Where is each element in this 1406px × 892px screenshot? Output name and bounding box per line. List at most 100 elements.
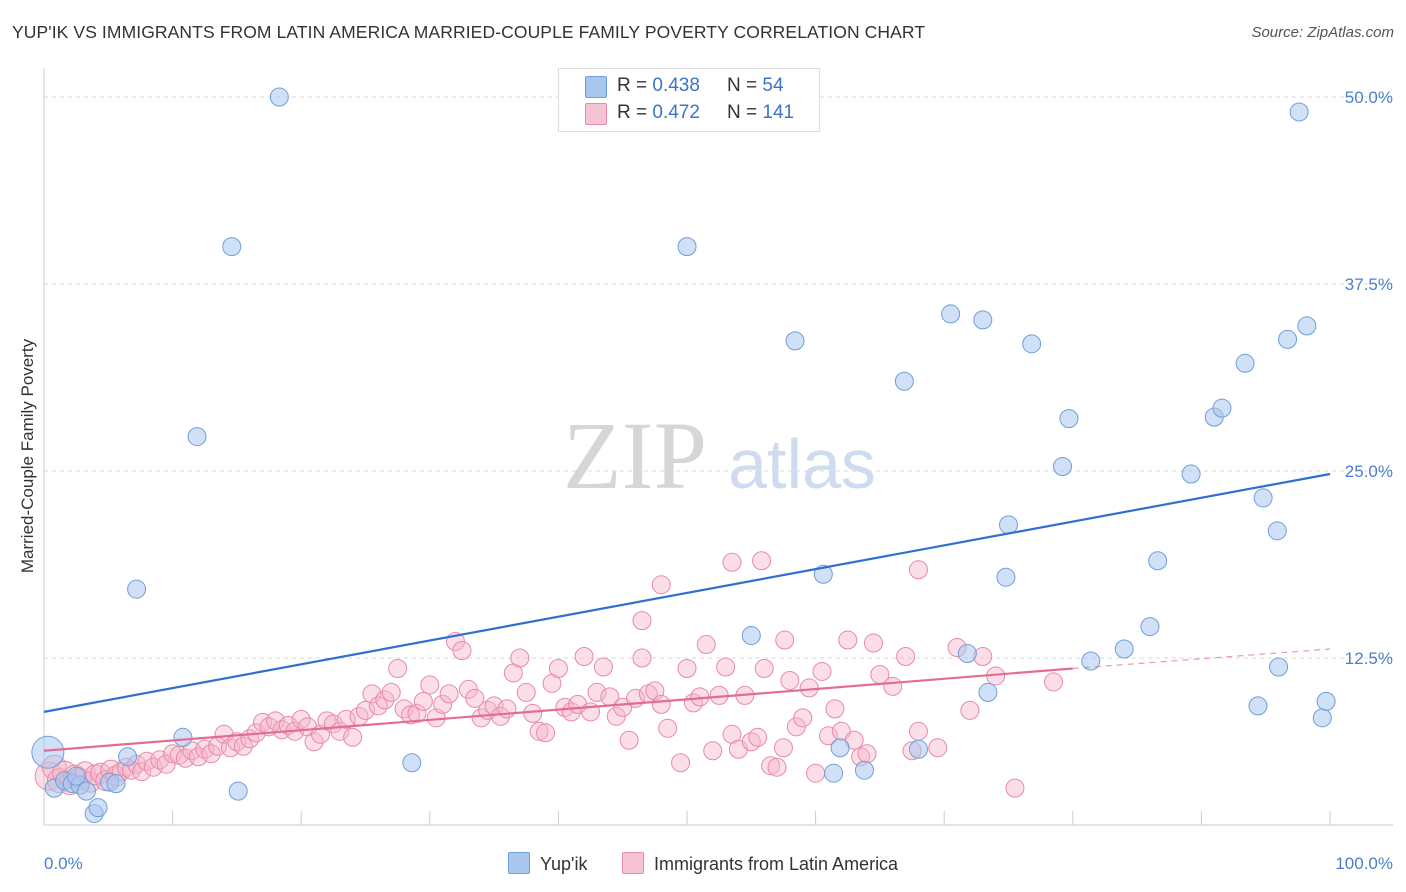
data-point-immigrants (619, 730, 639, 750)
series-yupik-points (31, 87, 1336, 824)
data-point-yupik (66, 766, 86, 786)
data-point-yupik (1081, 651, 1101, 671)
trend-line-immigrants (43, 667, 1073, 752)
data-point-immigrants (291, 709, 311, 729)
legend-swatch-immigrants (622, 852, 644, 874)
data-point-immigrants (775, 630, 795, 650)
data-point-yupik (973, 310, 993, 330)
data-point-immigrants (452, 641, 472, 661)
legend-item-yupik: Yup'ik (508, 852, 587, 875)
data-point-yupik (894, 371, 914, 391)
data-point-immigrants (233, 736, 253, 756)
data-point-immigrants (413, 691, 433, 711)
data-point-yupik (1278, 329, 1298, 349)
y-tick-label: 25.0% (1345, 462, 1393, 481)
data-point-immigrants (812, 661, 832, 681)
data-point-yupik (173, 727, 193, 747)
data-point-immigrants (465, 688, 485, 708)
data-point-yupik (187, 427, 207, 447)
data-point-yupik (1140, 617, 1160, 637)
data-point-yupik (1148, 551, 1168, 571)
data-point-immigrants (132, 762, 152, 782)
data-point-yupik (1053, 457, 1073, 477)
watermark-atlas: atlas (728, 425, 876, 503)
y-tick-label: 12.5% (1345, 649, 1393, 668)
data-point-immigrants (587, 682, 607, 702)
data-point-immigrants (574, 647, 594, 667)
data-point-yupik (1022, 334, 1042, 354)
data-point-yupik (1312, 708, 1332, 728)
data-point-yupik (1267, 521, 1287, 541)
data-point-yupik (999, 515, 1018, 535)
data-point-immigrants (201, 744, 221, 764)
data-point-immigrants (388, 658, 408, 678)
data-point-immigrants (516, 682, 536, 702)
data-point-yupik (978, 682, 998, 702)
data-point-immigrants (703, 741, 723, 761)
data-point-immigrants (857, 744, 877, 764)
data-point-immigrants (651, 694, 671, 714)
watermark-zip: ZIP (563, 402, 707, 509)
data-point-immigrants (716, 657, 736, 677)
data-point-immigrants (632, 611, 652, 631)
data-point-yupik (941, 304, 961, 324)
data-point-yupik (1253, 488, 1273, 508)
data-point-yupik (106, 774, 126, 794)
data-point-immigrants (356, 700, 375, 720)
n-stat: N = 54 (727, 75, 784, 96)
trend-line-immigrants-extension (1072, 648, 1331, 670)
data-point-immigrants (510, 648, 530, 668)
data-point-immigrants (754, 658, 774, 678)
data-point-yupik (1289, 102, 1309, 122)
source-label: Source: ZipAtlas.com (1251, 24, 1394, 41)
data-point-yupik (677, 237, 697, 257)
data-point-yupik (813, 564, 833, 584)
chart-title: YUP'IK VS IMMIGRANTS FROM LATIN AMERICA … (12, 22, 926, 42)
data-point-yupik (1114, 639, 1134, 659)
data-point-yupik (1181, 464, 1201, 484)
data-point-yupik (785, 331, 805, 351)
grid-lines (44, 96, 1393, 659)
data-point-immigrants (188, 747, 208, 767)
data-point-immigrants (773, 738, 793, 758)
tick-labels: 12.5% 25.0% 37.5% 50.0% 0.0% 100.0% (44, 88, 1393, 873)
data-point-yupik (31, 735, 65, 769)
data-point-immigrants (761, 756, 781, 776)
data-point-immigrants (671, 753, 691, 773)
data-point-immigrants (491, 706, 511, 726)
data-point-immigrants (658, 718, 678, 738)
data-point-immigrants (908, 560, 928, 580)
n-stat: N = 141 (727, 102, 795, 123)
data-point-immigrants (381, 682, 401, 702)
data-point-yupik (127, 579, 147, 599)
data-point-yupik (1248, 696, 1268, 716)
data-point-immigrants (420, 675, 440, 695)
data-point-immigrants (722, 552, 742, 572)
trend-line-yupik (43, 472, 1331, 713)
data-point-immigrants (1044, 672, 1064, 692)
data-point-immigrants (523, 703, 543, 723)
data-point-immigrants (362, 684, 382, 704)
data-point-immigrants (375, 690, 395, 710)
data-point-immigrants (433, 694, 453, 714)
data-point-immigrants (908, 721, 928, 741)
r-stat: R = 0.438 (617, 75, 700, 96)
data-point-immigrants (748, 727, 768, 747)
data-point-yupik (1316, 691, 1336, 711)
data-point-immigrants (632, 648, 652, 668)
data-point-immigrants (960, 700, 980, 720)
data-point-yupik (741, 626, 761, 646)
data-point-yupik (996, 567, 1016, 587)
data-point-yupik (88, 798, 108, 818)
series-legend: Yup'ik Immigrants from Latin America (0, 852, 1406, 878)
data-point-immigrants (471, 708, 491, 728)
y-tick-label: 50.0% (1345, 88, 1393, 107)
stats-legend: R = 0.438 N = 54 R = 0.472 N = 141 (558, 68, 820, 132)
data-point-immigrants (825, 699, 845, 719)
data-point-immigrants (304, 732, 324, 752)
data-point-immigrants (536, 723, 556, 743)
data-point-immigrants (336, 709, 356, 729)
data-point-immigrants (767, 757, 787, 777)
data-point-immigrants (973, 647, 993, 667)
data-point-yupik (118, 747, 138, 767)
